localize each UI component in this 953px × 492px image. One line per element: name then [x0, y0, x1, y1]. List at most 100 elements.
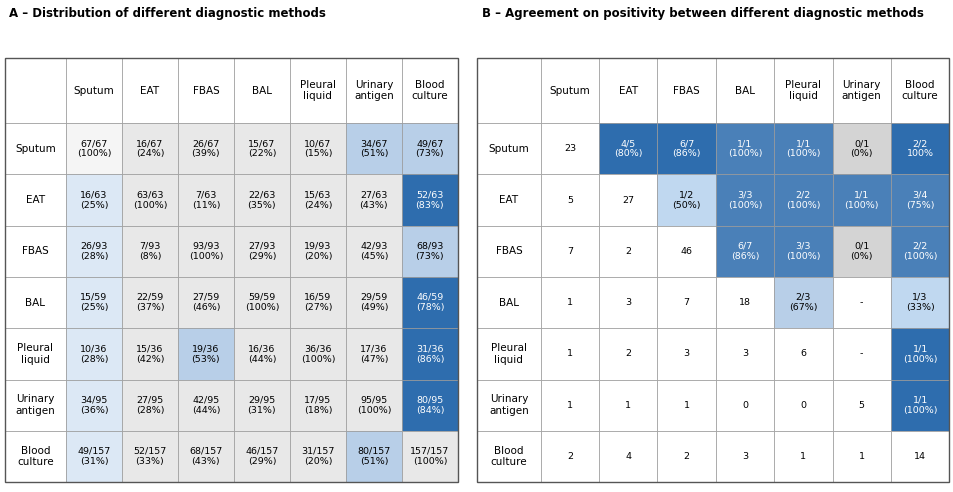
Bar [715, 328, 773, 380]
Bar [178, 431, 233, 482]
Bar [832, 431, 890, 482]
Bar [890, 58, 948, 123]
Bar [233, 328, 290, 380]
Bar [178, 123, 233, 174]
Bar [715, 174, 773, 226]
Bar [598, 123, 657, 174]
Text: Pleural
liquid: Pleural liquid [784, 80, 821, 101]
Text: 5: 5 [858, 401, 863, 410]
Bar [346, 431, 401, 482]
Bar [290, 431, 346, 482]
Text: 0/1
(0%): 0/1 (0%) [849, 242, 872, 261]
Bar [122, 174, 178, 226]
Text: BAL: BAL [252, 86, 272, 95]
Text: FBAS: FBAS [495, 246, 521, 256]
Text: 15/63
(24%): 15/63 (24%) [303, 190, 332, 210]
Bar [832, 277, 890, 328]
Text: 93/93
(100%): 93/93 (100%) [189, 242, 223, 261]
Text: 68/157
(43%): 68/157 (43%) [189, 447, 222, 466]
Text: 15/36
(42%): 15/36 (42%) [135, 344, 164, 364]
Bar [401, 277, 457, 328]
Text: 34/67
(51%): 34/67 (51%) [359, 139, 388, 158]
Bar [346, 328, 401, 380]
Text: 6: 6 [800, 349, 805, 359]
Text: 59/59
(100%): 59/59 (100%) [244, 293, 279, 312]
Text: 49/157
(31%): 49/157 (31%) [77, 447, 111, 466]
Bar [346, 174, 401, 226]
Text: 46/157
(29%): 46/157 (29%) [245, 447, 278, 466]
Text: 27/63
(43%): 27/63 (43%) [359, 190, 388, 210]
Bar [715, 58, 773, 123]
Bar [5, 328, 66, 380]
Bar [657, 58, 715, 123]
Text: 17/36
(47%): 17/36 (47%) [359, 344, 388, 364]
Bar [66, 174, 122, 226]
Bar [66, 431, 122, 482]
Text: 2: 2 [624, 349, 631, 359]
Bar [890, 328, 948, 380]
Bar [178, 277, 233, 328]
Bar [66, 277, 122, 328]
Text: 6/7
(86%): 6/7 (86%) [730, 242, 759, 261]
Text: -: - [859, 349, 862, 359]
Bar [290, 58, 346, 123]
Bar [832, 58, 890, 123]
Bar [5, 431, 66, 482]
Text: 68/93
(73%): 68/93 (73%) [416, 242, 444, 261]
Bar [178, 174, 233, 226]
Bar [476, 226, 540, 277]
Text: 2/2
(100%): 2/2 (100%) [785, 190, 820, 210]
Bar [598, 380, 657, 431]
Bar [233, 123, 290, 174]
Text: 1: 1 [800, 452, 805, 461]
Bar [346, 58, 401, 123]
Text: 17/95
(18%): 17/95 (18%) [303, 396, 332, 415]
Text: 4/5
(80%): 4/5 (80%) [614, 139, 642, 158]
Text: Pleural
liquid: Pleural liquid [17, 343, 53, 365]
Text: 1/1
(100%): 1/1 (100%) [727, 139, 761, 158]
Text: BAL: BAL [498, 298, 518, 308]
Bar [715, 380, 773, 431]
Bar [401, 58, 457, 123]
Text: 1: 1 [624, 401, 631, 410]
Bar [832, 123, 890, 174]
Bar [598, 226, 657, 277]
Bar [476, 58, 948, 482]
Bar [598, 431, 657, 482]
Bar [122, 380, 178, 431]
Bar [476, 380, 540, 431]
Bar [178, 58, 233, 123]
Bar [5, 380, 66, 431]
Bar [233, 58, 290, 123]
Text: 7: 7 [566, 247, 573, 256]
Text: FBAS: FBAS [673, 86, 700, 95]
Text: Blood
culture: Blood culture [17, 446, 53, 467]
Text: 23: 23 [563, 144, 576, 153]
Text: Sputum: Sputum [549, 86, 590, 95]
Bar [122, 277, 178, 328]
Text: Urinary
antigen: Urinary antigen [15, 395, 55, 416]
Text: 2/2
(100%): 2/2 (100%) [902, 242, 936, 261]
Text: 4: 4 [624, 452, 631, 461]
Text: 3: 3 [741, 452, 747, 461]
Bar [540, 380, 598, 431]
Bar [290, 380, 346, 431]
Bar [832, 226, 890, 277]
Bar [890, 123, 948, 174]
Text: 63/63
(100%): 63/63 (100%) [132, 190, 167, 210]
Bar [540, 328, 598, 380]
Text: 1: 1 [683, 401, 689, 410]
Text: 2: 2 [624, 247, 631, 256]
Text: B – Agreement on positivity between different diagnostic methods: B – Agreement on positivity between diff… [481, 7, 923, 20]
Text: Blood
culture: Blood culture [901, 80, 938, 101]
Bar [346, 123, 401, 174]
Bar [476, 58, 540, 123]
Bar [401, 174, 457, 226]
Bar [66, 226, 122, 277]
Bar [540, 277, 598, 328]
Text: 27/95
(28%): 27/95 (28%) [135, 396, 164, 415]
Text: 14: 14 [913, 452, 925, 461]
Text: Urinary
antigen: Urinary antigen [489, 395, 528, 416]
Text: EAT: EAT [498, 195, 517, 205]
Bar [401, 380, 457, 431]
